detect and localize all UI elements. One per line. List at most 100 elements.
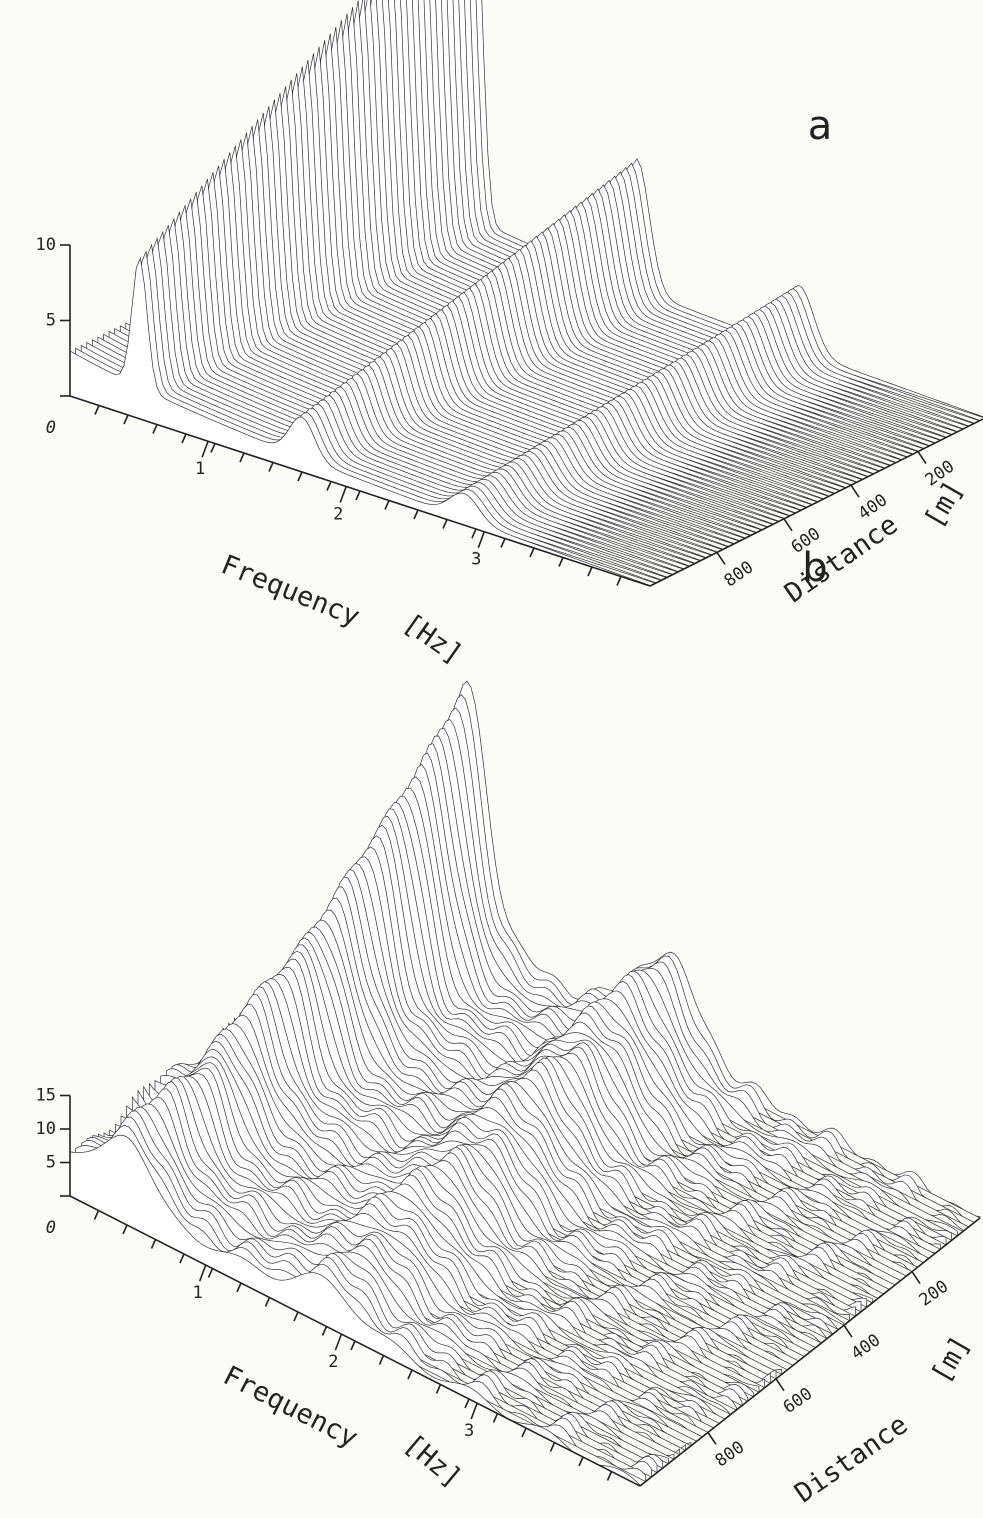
surface-strip (119, 198, 701, 562)
frequency-minor-tick (150, 1239, 157, 1249)
distance-tick-label: 400 (848, 1330, 885, 1364)
z-tick-label: 10 (36, 235, 56, 255)
frequency-minor-tick (94, 405, 100, 415)
distance-title: Distance (789, 1409, 913, 1509)
surface-strip (348, 0, 930, 447)
surface-strip (170, 139, 751, 537)
frequency-minor-tick (442, 519, 448, 529)
frequency-minor-tick (181, 433, 187, 444)
surface-strip (203, 99, 785, 520)
surface-strip (143, 1067, 714, 1429)
surface-strip (97, 1103, 669, 1465)
surface-strip (337, 0, 919, 453)
z-tick-label: 0 (46, 1218, 56, 1238)
z-tick-label: 5 (46, 311, 56, 331)
distance-tick (911, 1271, 921, 1285)
surface-strip (142, 172, 723, 551)
frequency-minor-tick (93, 1210, 100, 1220)
frequency-minor-tick (179, 1253, 185, 1264)
surface-strip (248, 46, 830, 497)
surface-strip (158, 152, 740, 542)
surface-strip (399, 0, 980, 422)
frequency-tick (477, 531, 486, 548)
distance-tick (917, 451, 927, 465)
frequency-minor-tick (122, 1224, 128, 1235)
surface-strip (114, 205, 696, 565)
distance-axis (649, 418, 983, 587)
frequency-minor-tick (606, 1471, 613, 1481)
distance-tick-label: 800 (712, 1437, 749, 1471)
frequency-tick-label: 2 (328, 1352, 338, 1372)
frequency-tick (198, 1264, 207, 1282)
z-tick-label: 0 (46, 418, 56, 438)
frequency-minor-tick (435, 1384, 442, 1394)
surface-strip (371, 0, 952, 436)
surface-strip (182, 1023, 754, 1398)
frequency-minor-tick (578, 1456, 584, 1467)
frequency-minor-tick (210, 443, 216, 453)
surface-strip (326, 0, 908, 458)
surface-strip (222, 973, 794, 1366)
surface-strip (265, 26, 846, 489)
surface-strip (242, 53, 824, 500)
frequency-tick-label: 3 (471, 550, 481, 570)
surface-strip (298, 0, 880, 472)
surface-strip (177, 1028, 749, 1402)
frequency-minor-tick (355, 490, 361, 501)
frequency-minor-tick (326, 481, 332, 491)
surface-strip (387, 0, 969, 427)
frequency-unit: [Hz] (397, 608, 468, 671)
z-tick-label: 15 (36, 1086, 56, 1106)
surface-strip (382, 0, 964, 430)
frequency-minor-tick (207, 1268, 214, 1278)
surface-strip (393, 0, 975, 425)
surface-strip (225, 73, 807, 509)
panel-label: b (802, 545, 827, 591)
frequency-tick (334, 1333, 343, 1351)
frequency-minor-tick (616, 576, 622, 586)
distance-title: Distance (779, 509, 903, 609)
frequency-title: Frequency (217, 549, 364, 633)
frequency-minor-tick (264, 1297, 271, 1307)
distance-unit: [m] (919, 476, 970, 534)
frequency-minor-tick (558, 557, 564, 567)
surface-strip (304, 0, 885, 469)
surface-strip (126, 1076, 697, 1442)
frequency-unit: [Hz] (398, 1428, 468, 1494)
surface-strip (153, 159, 735, 545)
distance-axis (639, 1217, 981, 1487)
surface-strip (292, 0, 874, 475)
frequency-tick-label: 1 (195, 459, 205, 479)
frequency-minor-tick (492, 1413, 499, 1423)
surface-strip (147, 165, 729, 548)
surface-strip (376, 0, 958, 433)
distance-tick (707, 1431, 717, 1445)
surface-strip (315, 0, 897, 464)
surface-strip (281, 7, 863, 481)
surface-strip (343, 0, 924, 450)
surface-strip (131, 185, 712, 556)
distance-tick (843, 1324, 853, 1338)
surface-strip (198, 106, 779, 523)
surface-strip (404, 0, 983, 418)
surface-strip (209, 92, 790, 517)
surface-strip (220, 79, 802, 511)
frequency-minor-tick (152, 424, 158, 434)
frequency-minor-tick (236, 1282, 242, 1293)
surface-strip (192, 112, 774, 525)
surface-strip (120, 1077, 692, 1447)
frequency-minor-tick (471, 528, 477, 539)
surface-strip (250, 937, 822, 1344)
surface-strip (214, 86, 796, 514)
frequency-minor-tick (549, 1442, 556, 1452)
distance-tick-label: 800 (721, 557, 758, 591)
surface-strip (97, 225, 679, 573)
surface-plot (69, 680, 981, 1487)
surface-strip (365, 0, 947, 439)
surface-strip (148, 1062, 720, 1424)
surface-strip (175, 132, 757, 534)
surface-strip (69, 256, 651, 587)
surface-strip (165, 1040, 737, 1411)
frequency-minor-tick (500, 538, 506, 548)
